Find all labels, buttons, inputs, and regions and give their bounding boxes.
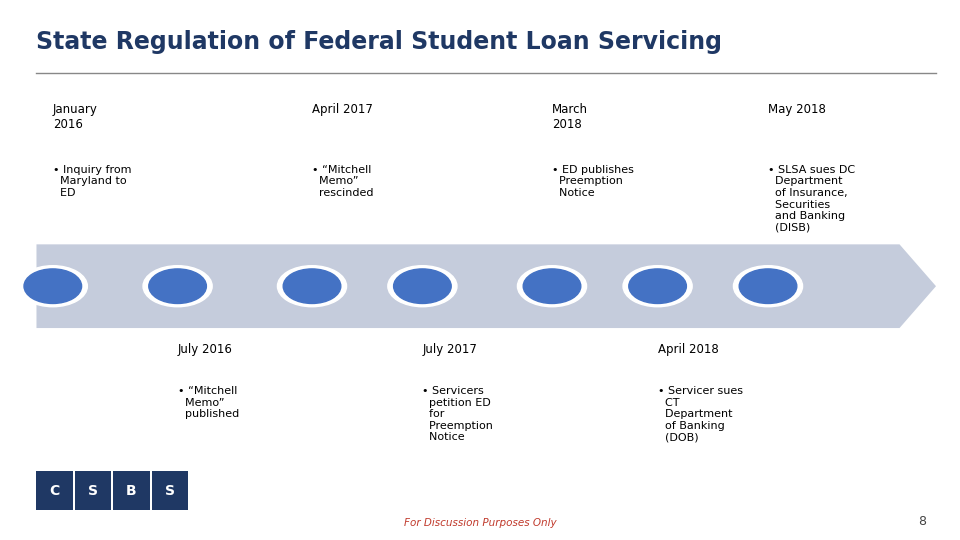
Ellipse shape xyxy=(143,266,212,307)
Text: 8: 8 xyxy=(919,515,926,528)
FancyBboxPatch shape xyxy=(152,471,188,510)
Text: • SLSA sues DC
  Department
  of Insurance,
  Securities
  and Banking
  (DISB): • SLSA sues DC Department of Insurance, … xyxy=(768,165,855,233)
Text: C: C xyxy=(50,484,60,498)
FancyBboxPatch shape xyxy=(36,471,73,510)
Ellipse shape xyxy=(739,269,797,303)
Text: B: B xyxy=(126,484,137,498)
Ellipse shape xyxy=(629,269,686,303)
Text: May 2018: May 2018 xyxy=(768,103,826,116)
FancyBboxPatch shape xyxy=(113,471,150,510)
Polygon shape xyxy=(36,244,936,328)
Ellipse shape xyxy=(277,266,347,307)
Ellipse shape xyxy=(283,269,341,303)
Ellipse shape xyxy=(149,269,206,303)
Ellipse shape xyxy=(623,266,692,307)
Ellipse shape xyxy=(18,266,87,307)
Ellipse shape xyxy=(733,266,803,307)
Text: State Regulation of Federal Student Loan Servicing: State Regulation of Federal Student Loan… xyxy=(36,30,723,53)
Text: • Servicer sues
  CT
  Department
  of Banking
  (DOB): • Servicer sues CT Department of Banking… xyxy=(658,386,743,442)
Ellipse shape xyxy=(388,266,457,307)
Text: March
2018: March 2018 xyxy=(552,103,588,131)
Text: • ED publishes
  Preemption
  Notice: • ED publishes Preemption Notice xyxy=(552,165,634,198)
Text: S: S xyxy=(165,484,175,498)
Ellipse shape xyxy=(394,269,451,303)
Text: S: S xyxy=(88,484,98,498)
Text: April 2018: April 2018 xyxy=(658,343,718,356)
Text: July 2016: July 2016 xyxy=(178,343,232,356)
Text: July 2017: July 2017 xyxy=(422,343,477,356)
Text: For Discussion Purposes Only: For Discussion Purposes Only xyxy=(404,518,556,528)
Ellipse shape xyxy=(523,269,581,303)
Ellipse shape xyxy=(24,269,82,303)
Text: • Servicers
  petition ED
  for
  Preemption
  Notice: • Servicers petition ED for Preemption N… xyxy=(422,386,493,442)
Text: • “Mitchell
  Memo”
  published: • “Mitchell Memo” published xyxy=(178,386,239,419)
FancyBboxPatch shape xyxy=(75,471,111,510)
Text: January
2016: January 2016 xyxy=(53,103,98,131)
Text: • “Mitchell
  Memo”
  rescinded: • “Mitchell Memo” rescinded xyxy=(312,165,373,198)
Ellipse shape xyxy=(517,266,587,307)
Text: April 2017: April 2017 xyxy=(312,103,372,116)
Text: • Inquiry from
  Maryland to
  ED: • Inquiry from Maryland to ED xyxy=(53,165,132,198)
